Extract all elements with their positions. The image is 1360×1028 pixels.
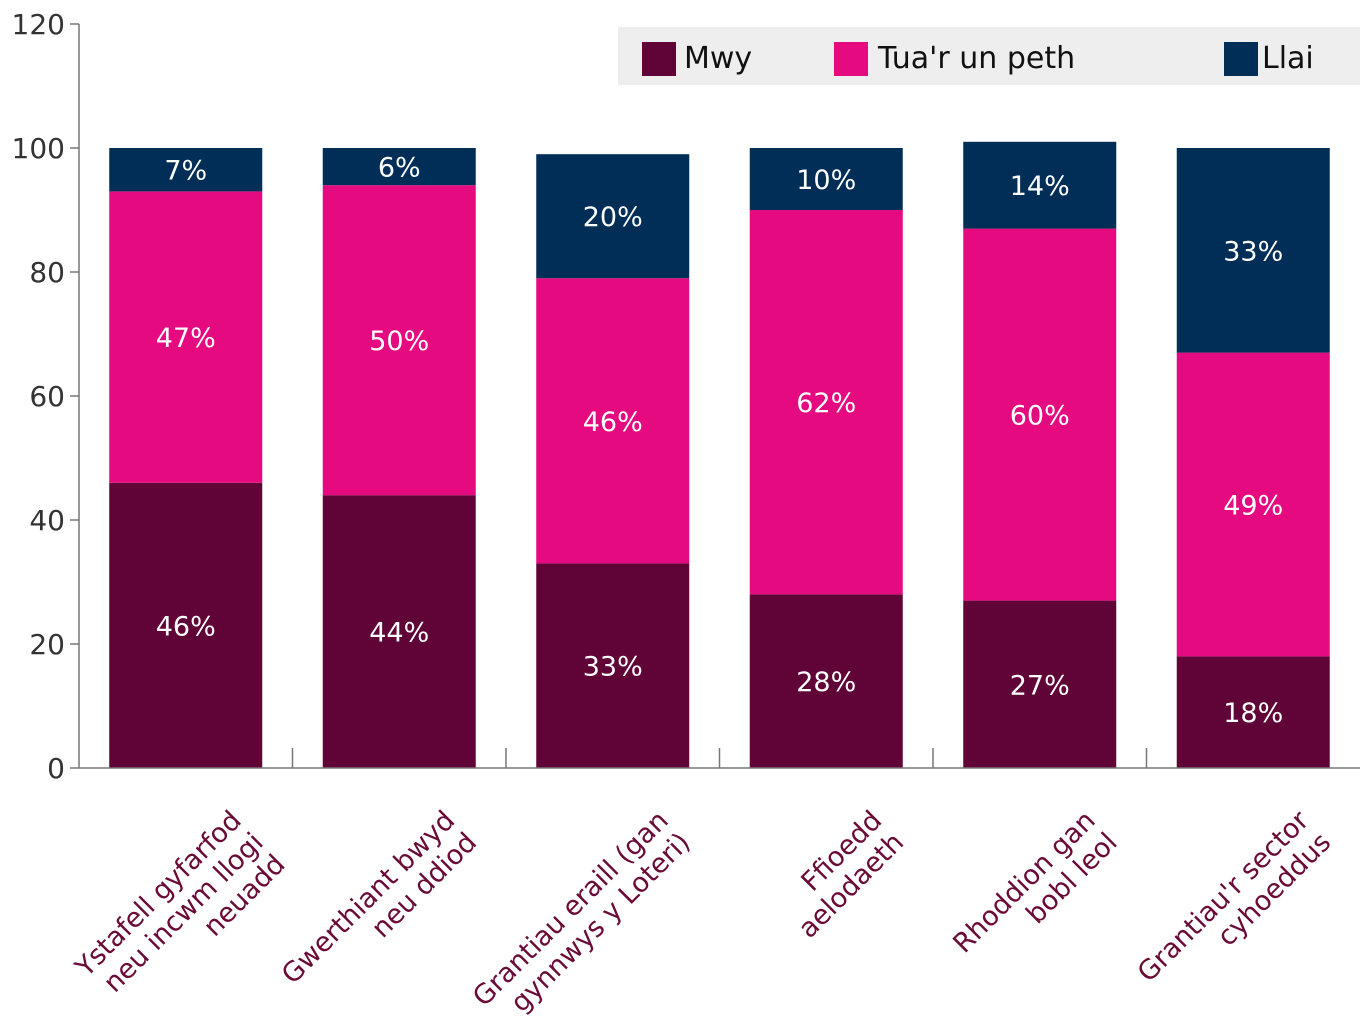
data-label: 10% [796,165,856,196]
legend-swatch [642,42,676,76]
data-label: 33% [1223,236,1283,267]
bars: 46% 47% 7% 44% 50% 6% 33% 46% 20% 28% 62% 10% 27% 60%… [109,141,1330,768]
data-label: 62% [796,388,856,419]
x-category-label: Grantiau eraill (gangynnwys y Loteri) [467,805,697,1028]
legend-label: Tua'r un peth [877,41,1075,76]
bar-segment-mwy [749,594,903,768]
y-tick-label: 100 [12,132,65,165]
bar-segment-llai [749,148,903,210]
x-category-label: Grantiau'r sectorcyhoeddus [1132,804,1338,1010]
data-label: 6% [378,153,421,184]
data-label: 33% [583,652,643,683]
data-label: 28% [796,667,856,698]
bar-segment-tua-r-un-peth [749,210,903,595]
data-label: 20% [583,202,643,233]
bar-segment-tua-r-un-peth [536,278,690,564]
bar-segment-llai [1176,148,1330,353]
bar-segment-mwy [109,482,263,768]
y-tick-label: 60 [29,380,65,413]
data-label: 44% [369,618,429,649]
bar-segment-tua-r-un-peth [963,228,1117,601]
data-label: 18% [1223,698,1283,729]
bar-segment-mwy [322,495,476,768]
x-category-label: Rhoddion ganbobl leol [947,805,1123,981]
x-category-label: Ffioeddaelodaeth [771,805,910,944]
y-axis: 0 20 40 60 80 100 120 [12,8,80,785]
bar-segment-tua-r-un-peth [109,191,263,483]
bar-segment-llai [536,154,690,279]
x-axis [79,748,1360,769]
bar-segment-llai [109,148,263,192]
data-label: 7% [164,156,207,187]
data-label: 60% [1010,401,1070,432]
bar-segment-llai [963,141,1117,229]
legend: Mwy Tua'r un peth Llai [618,27,1360,85]
bar-segment-tua-r-un-peth [1176,352,1330,657]
y-tick-label: 20 [29,628,65,661]
legend-label: Mwy [684,41,752,76]
category-labels: Ystafell gyfarfodneu incwm llogineuaddGw… [69,804,1338,1028]
data-label: 46% [156,611,216,642]
bar-segment-llai [322,148,476,186]
data-label: 49% [1223,491,1283,522]
y-tick-label: 80 [29,256,65,289]
bar-segment-mwy [536,563,690,768]
y-tick-label: 40 [29,504,65,537]
x-category-label: Gwerthiant bwydneu ddiod [276,805,483,1012]
bar-segment-mwy [963,600,1117,768]
y-tick-label: 0 [47,752,65,785]
y-tick-label: 120 [12,8,65,41]
bar-segment-mwy [1176,656,1330,768]
data-label: 27% [1010,670,1070,701]
data-label: 50% [369,326,429,357]
x-category-label: Ystafell gyfarfodneu incwm llogineuadd [69,805,292,1028]
data-label: 14% [1010,171,1070,202]
legend-label: Llai [1262,41,1314,76]
data-label: 46% [583,407,643,438]
legend-swatch [1224,42,1258,76]
bar-segment-tua-r-un-peth [322,185,476,496]
data-label: 47% [156,323,216,354]
legend-swatch [834,42,868,76]
